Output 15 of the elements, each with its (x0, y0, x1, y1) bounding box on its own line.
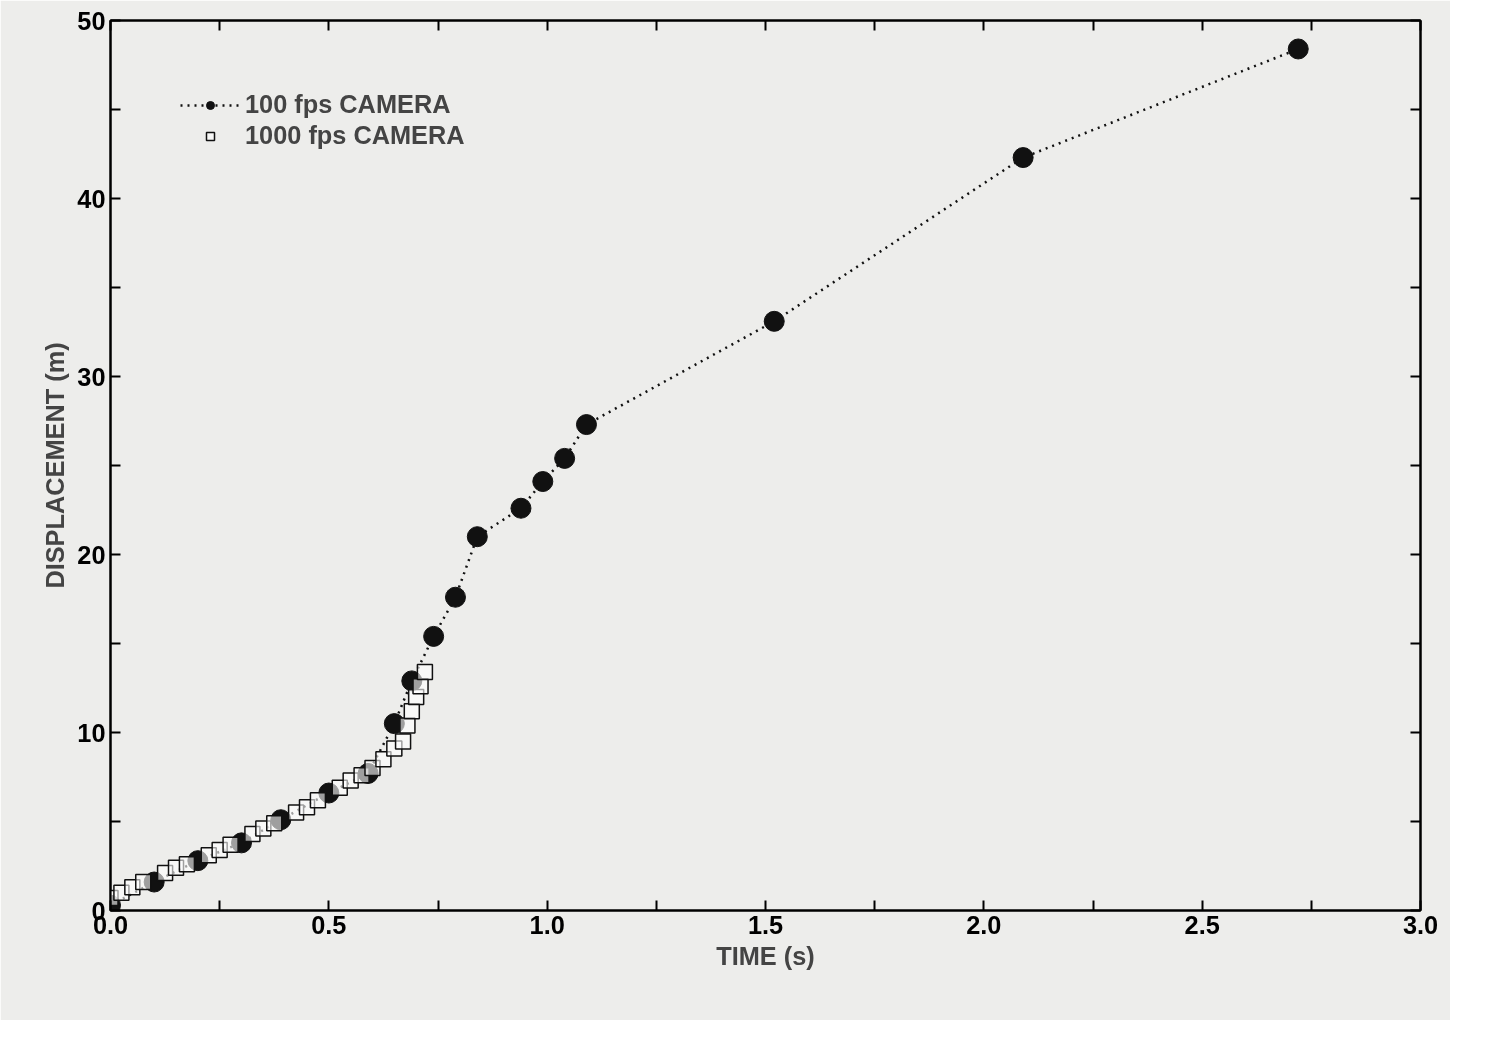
x-tick-label: 1.0 (529, 910, 565, 939)
y-tick-label: 20 (77, 540, 106, 569)
x-tick-label: 0.5 (311, 910, 347, 939)
y-tick-label: 50 (77, 6, 106, 35)
y-tick-label: 40 (77, 184, 106, 213)
x-tick-label: 2.0 (966, 910, 1002, 939)
legend-label: 1000 fps CAMERA (245, 121, 465, 150)
x-axis-title: TIME (s) (716, 941, 815, 970)
y-tick-label: 10 (77, 718, 106, 747)
y-axis-title: DISPLACEMENT (m) (41, 342, 70, 589)
x-tick-label: 1.5 (747, 910, 784, 939)
x-tick-label: 3.0 (1402, 910, 1439, 939)
legend-label: 100 fps CAMERA (245, 90, 451, 119)
x-tick-label: 2.5 (1184, 910, 1220, 939)
y-tick-label: 30 (77, 362, 106, 391)
